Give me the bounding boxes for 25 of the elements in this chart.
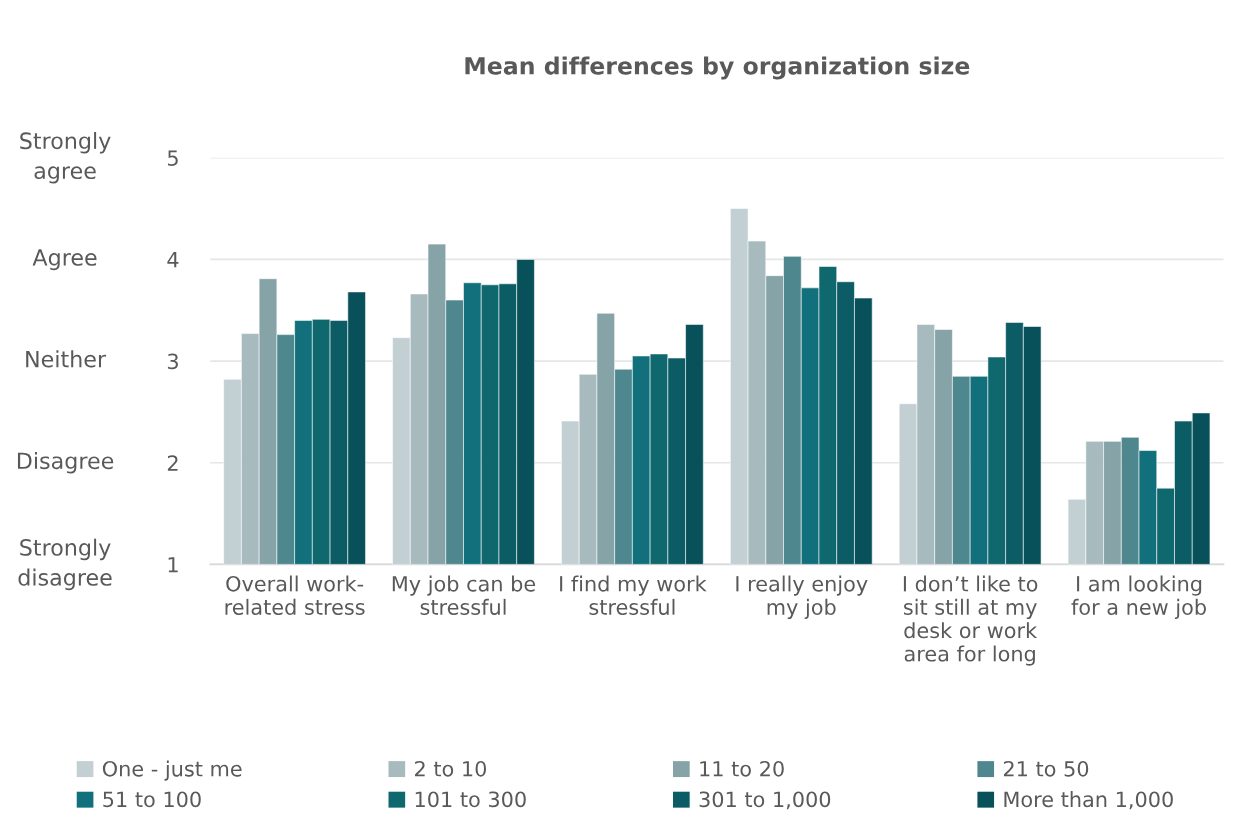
text: Agree bbox=[32, 249, 97, 271]
x-tick-label: I am looking for a new job bbox=[1071, 575, 1206, 619]
y-tick-label: 1 bbox=[168, 557, 178, 573]
legend-label: One - just me bbox=[102, 760, 242, 781]
x-tick-label: Overall work- related stress bbox=[225, 575, 365, 615]
legend-label: More than 1,000 bbox=[1004, 791, 1173, 810]
y-tick-label: 2 bbox=[167, 455, 178, 471]
y-tick-label: 4 bbox=[167, 252, 179, 268]
x-tick-label: I really enjoy my job bbox=[736, 575, 868, 619]
y-tick-label: 5 bbox=[167, 150, 178, 166]
legend-label: 11 to 20 bbox=[700, 760, 784, 777]
legend-label: 21 to 50 bbox=[1003, 760, 1089, 777]
text: Strongly disagree bbox=[18, 538, 112, 591]
legend-label: 2 to 10 bbox=[415, 760, 487, 777]
chart-title: Mean differences by organization size bbox=[465, 56, 970, 80]
legend-label: 101 to 300 bbox=[415, 791, 526, 808]
x-tick-label: I don’t like to sit still at my desk or work area for long bbox=[903, 575, 1038, 666]
legend-label: 51 to 100 bbox=[103, 791, 201, 808]
text: Disagree bbox=[17, 451, 114, 474]
text: Strongly agree bbox=[20, 131, 111, 184]
text: Neither bbox=[26, 350, 107, 368]
x-tick-label: My job can be stressful bbox=[392, 575, 536, 615]
y-tick-label: 3 bbox=[167, 353, 178, 370]
x-tick-label: I find my work stressful bbox=[560, 575, 707, 615]
legend-label: 301 to 1,000 bbox=[699, 791, 831, 810]
